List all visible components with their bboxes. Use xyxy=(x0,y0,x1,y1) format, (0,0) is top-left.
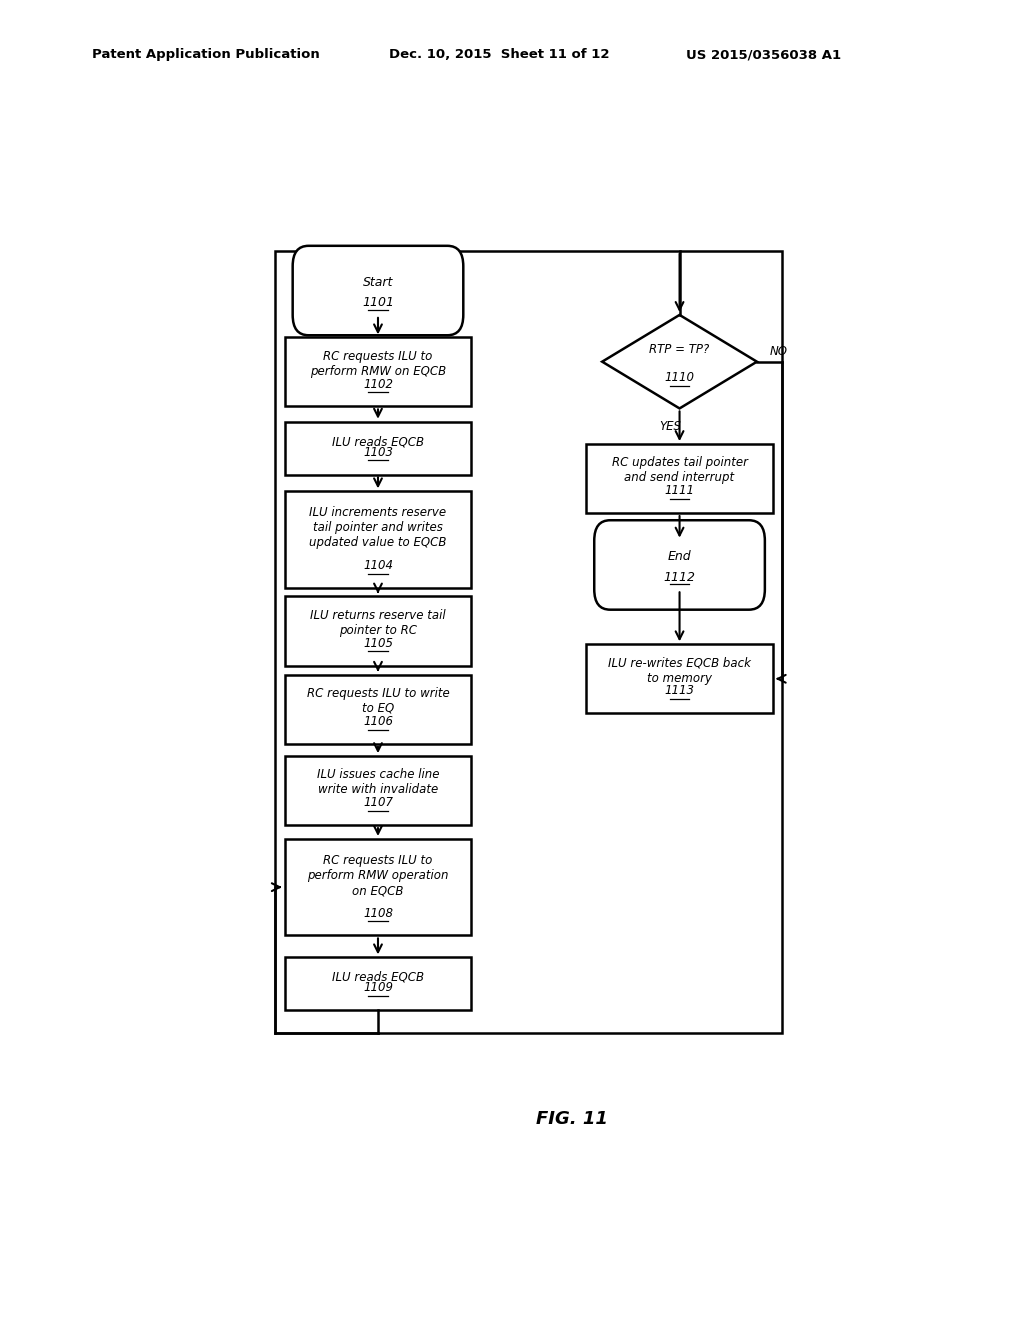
Polygon shape xyxy=(602,315,757,408)
Text: 1110: 1110 xyxy=(665,371,694,384)
Text: 1107: 1107 xyxy=(362,796,393,809)
FancyBboxPatch shape xyxy=(594,520,765,610)
Text: Patent Application Publication: Patent Application Publication xyxy=(92,48,319,61)
Text: RC requests ILU to
perform RMW on EQCB: RC requests ILU to perform RMW on EQCB xyxy=(310,350,446,378)
Text: FIG. 11: FIG. 11 xyxy=(537,1110,608,1127)
FancyBboxPatch shape xyxy=(293,246,463,335)
FancyBboxPatch shape xyxy=(285,756,471,825)
Text: 1101: 1101 xyxy=(362,296,394,309)
Text: Dec. 10, 2015  Sheet 11 of 12: Dec. 10, 2015 Sheet 11 of 12 xyxy=(389,48,609,61)
Text: 1102: 1102 xyxy=(362,378,393,391)
Text: NO: NO xyxy=(770,345,788,358)
Text: ILU reads EQCB: ILU reads EQCB xyxy=(332,972,424,983)
Text: ILU returns reserve tail
pointer to RC: ILU returns reserve tail pointer to RC xyxy=(310,609,445,636)
Text: End: End xyxy=(668,550,691,564)
Text: Start: Start xyxy=(362,276,393,289)
Text: RC requests ILU to
perform RMW operation
on EQCB: RC requests ILU to perform RMW operation… xyxy=(307,854,449,898)
Text: 1106: 1106 xyxy=(362,715,393,729)
Text: 1104: 1104 xyxy=(362,558,393,572)
Text: 1108: 1108 xyxy=(362,907,393,920)
FancyBboxPatch shape xyxy=(285,421,471,474)
Text: ILU issues cache line
write with invalidate: ILU issues cache line write with invalid… xyxy=(316,768,439,796)
FancyBboxPatch shape xyxy=(587,444,773,513)
FancyBboxPatch shape xyxy=(285,840,471,936)
Text: RC updates tail pointer
and send interrupt: RC updates tail pointer and send interru… xyxy=(611,457,748,484)
Text: 1109: 1109 xyxy=(362,981,393,994)
Text: 1103: 1103 xyxy=(362,446,393,458)
Text: 1111: 1111 xyxy=(665,484,694,498)
Text: 1113: 1113 xyxy=(665,685,694,697)
Text: YES: YES xyxy=(659,420,681,433)
Text: 1105: 1105 xyxy=(362,636,393,649)
FancyBboxPatch shape xyxy=(285,957,471,1010)
FancyBboxPatch shape xyxy=(285,597,471,665)
Text: 1112: 1112 xyxy=(664,570,695,583)
Text: ILU re-writes EQCB back
to memory: ILU re-writes EQCB back to memory xyxy=(608,656,751,685)
Text: ILU reads EQCB: ILU reads EQCB xyxy=(332,436,424,449)
Text: ILU increments reserve
tail pointer and writes
updated value to EQCB: ILU increments reserve tail pointer and … xyxy=(309,507,446,549)
Text: US 2015/0356038 A1: US 2015/0356038 A1 xyxy=(686,48,841,61)
FancyBboxPatch shape xyxy=(285,338,471,407)
Text: RTP = TP?: RTP = TP? xyxy=(649,343,710,356)
FancyBboxPatch shape xyxy=(587,644,773,713)
FancyBboxPatch shape xyxy=(285,675,471,744)
Text: RC requests ILU to write
to EQ: RC requests ILU to write to EQ xyxy=(306,686,450,715)
FancyBboxPatch shape xyxy=(285,491,471,587)
